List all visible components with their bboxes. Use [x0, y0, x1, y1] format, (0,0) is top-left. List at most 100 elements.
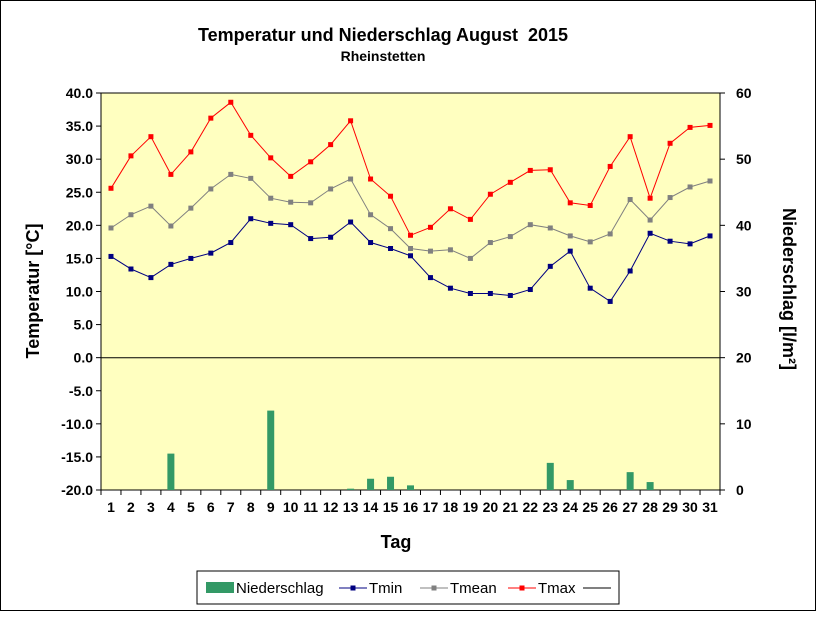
legend-label-tmin: Tmin	[369, 580, 402, 597]
point-tmax	[567, 200, 573, 206]
point-tmax	[527, 167, 533, 173]
point-tmean	[108, 225, 114, 231]
x-tick-label: 11	[303, 499, 318, 515]
bar-niederschlag	[407, 485, 414, 490]
x-tick-label: 5	[187, 499, 195, 515]
bar-niederschlag	[267, 410, 275, 490]
point-tmin	[527, 287, 533, 293]
x-tick-label: 23	[542, 499, 558, 515]
y-right-tick-label: 10	[736, 416, 752, 432]
point-tmean	[527, 222, 533, 228]
point-tmean	[547, 225, 553, 231]
point-tmax	[607, 163, 613, 169]
point-tmax	[108, 185, 114, 191]
axes-group: 40.0 35.0 30.0 25.0 20.0 15.0 10.0 5.0 0.0 -5.0 -1…	[61, 85, 752, 515]
point-tmean	[487, 240, 493, 246]
point-tmin	[647, 230, 653, 236]
point-tmean	[368, 212, 374, 218]
point-tmean	[447, 247, 453, 253]
y-tick-label: 30.0	[66, 151, 93, 167]
point-tmax	[368, 176, 374, 182]
y-axis-label: Temperatur [°C]	[23, 224, 43, 359]
point-tmin	[627, 268, 633, 274]
point-tmax	[687, 124, 693, 130]
x-axis-label: Tag	[381, 532, 412, 552]
point-tmin	[427, 275, 433, 281]
y-tick-label: 20.0	[66, 217, 93, 233]
point-tmean	[188, 205, 194, 211]
point-tmin	[108, 253, 114, 259]
point-tmean	[128, 212, 134, 218]
x-tick-label: 26	[602, 499, 618, 515]
point-tmax	[507, 179, 513, 185]
bar-niederschlag	[646, 482, 654, 490]
y-right-tick-label: 20	[736, 350, 752, 366]
bars-group	[167, 410, 654, 490]
point-tmin	[348, 219, 354, 225]
x-tick-label: 30	[682, 499, 698, 515]
point-tmin	[607, 298, 613, 304]
point-tmean	[607, 231, 613, 237]
point-tmin	[168, 261, 174, 267]
legend-label-niederschlag: Niederschlag	[236, 580, 324, 597]
point-tmean	[208, 186, 214, 192]
x-tick-label: 10	[283, 499, 299, 515]
legend-marker-1	[350, 585, 356, 591]
point-tmin	[408, 253, 413, 259]
point-tmin	[388, 245, 394, 251]
point-tmin	[308, 236, 314, 242]
x-tick-label: 19	[463, 499, 479, 515]
x-tick-label: 12	[323, 499, 339, 515]
point-tmax	[587, 202, 593, 208]
point-tmean	[507, 234, 513, 240]
plot-area	[100, 92, 721, 491]
point-tmean	[647, 217, 653, 223]
point-tmax	[447, 206, 453, 212]
y-tick-label: -10.0	[61, 416, 93, 432]
legend-swatch-niederschlag	[206, 582, 234, 593]
x-tick-label: 7	[227, 499, 235, 515]
x-tick-label: 15	[383, 499, 399, 515]
point-tmean	[467, 255, 473, 261]
point-tmean	[707, 178, 713, 184]
y-right-tick-label: 50	[736, 151, 752, 167]
point-tmax	[487, 191, 493, 197]
point-tmin	[248, 216, 254, 222]
point-tmin	[567, 248, 573, 254]
point-tmin	[368, 240, 374, 246]
point-tmean	[228, 171, 234, 177]
legend-marker-2	[431, 585, 437, 591]
x-tick-label: 1	[107, 499, 115, 515]
x-tick-label: 16	[403, 499, 419, 515]
bar-niederschlag	[167, 453, 175, 490]
point-tmean	[687, 184, 693, 190]
point-tmax	[128, 153, 134, 159]
point-tmin	[447, 285, 453, 291]
point-tmin	[667, 238, 673, 244]
point-tmean	[308, 200, 314, 206]
point-tmax	[707, 122, 713, 128]
point-tmean	[348, 176, 354, 182]
point-tmean	[408, 245, 413, 251]
point-tmax	[248, 132, 254, 138]
point-tmax	[348, 118, 354, 124]
y-right-tick-label: 0	[736, 482, 744, 498]
x-tick-label: 13	[343, 499, 359, 515]
point-tmin	[208, 250, 214, 256]
legend-box	[196, 570, 620, 605]
point-tmean	[248, 175, 254, 181]
x-tick-label: 21	[503, 499, 519, 515]
point-tmean	[567, 233, 573, 239]
y-tick-label: 15.0	[66, 250, 93, 266]
x-tick-label: 6	[207, 499, 215, 515]
x-tick-label: 22	[523, 499, 539, 515]
point-tmean	[587, 239, 593, 245]
y-tick-label: 35.0	[66, 118, 93, 134]
y-tick-label: 40.0	[66, 85, 93, 101]
lines-group	[108, 99, 713, 304]
point-tmean	[168, 223, 174, 229]
point-tmean	[667, 195, 673, 201]
y-tick-label: 0.0	[74, 350, 94, 366]
x-tick-label: 14	[363, 499, 379, 515]
point-tmean	[148, 203, 154, 209]
